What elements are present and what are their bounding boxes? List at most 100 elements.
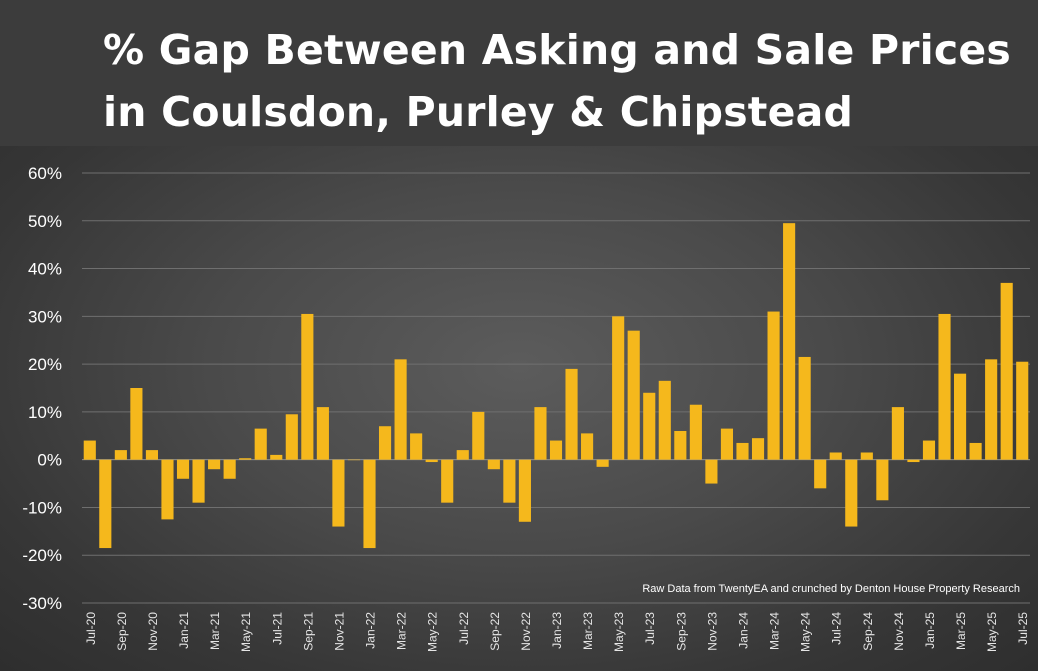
bar [301,313,314,460]
y-tick-label: 60% [28,164,62,183]
bar [565,368,578,460]
bar [829,452,842,460]
bar [658,380,671,460]
x-tick-label: Sep-24 [861,612,875,651]
bar [410,433,423,460]
x-tick-label: Jan-25 [923,612,937,649]
bar [643,392,656,460]
y-tick-label: 40% [28,260,62,279]
bar [596,459,609,467]
x-tick-label: Mar-22 [395,612,409,650]
x-tick-label: Nov-24 [892,612,906,651]
x-tick-label: Mar-25 [954,612,968,650]
x-tick-label: May-21 [239,612,253,652]
x-tick-label: May-25 [985,612,999,652]
bar [254,428,267,460]
bar [456,450,469,460]
x-tick-label: Jul-21 [270,612,284,645]
x-tick-label: Mar-23 [581,612,595,650]
x-tick-label: Sep-20 [115,612,129,651]
x-tick-label: Jul-24 [830,612,844,645]
bar [208,459,221,470]
bar [145,450,158,460]
bar [938,313,951,460]
bar [549,440,563,460]
bar [783,223,796,460]
bar [363,459,376,549]
bar [503,459,516,503]
x-tick-label: Mar-24 [768,612,782,650]
bar [270,454,283,460]
bar [612,316,625,460]
bar [114,450,127,460]
x-tick-label: Jul-23 [643,612,657,645]
bar [922,440,936,460]
bar [1000,282,1013,460]
y-tick-label: -10% [22,498,62,517]
bar [891,407,904,460]
bar [441,459,454,503]
bar [845,459,858,527]
bar [705,459,718,484]
bar [814,459,827,489]
x-tick-label: Jul-25 [1016,612,1030,645]
bar [767,311,780,460]
x-tick-label: May-22 [426,612,440,652]
bar [518,459,531,522]
bar [907,459,920,463]
y-tick-label: -20% [22,546,62,565]
title-banner: % Gap Between Asking and Sale Prices in … [0,0,1038,146]
bar [378,426,392,460]
bar [985,359,998,460]
bar [332,459,345,527]
bar [720,428,734,460]
bar [581,433,594,460]
source-note: Raw Data from TwentyEA and crunched by D… [642,583,1020,595]
chart-title-line-2: in Coulsdon, Purley & Chipstead [103,88,854,136]
x-tick-label: Sep-22 [488,612,502,651]
bar [472,411,485,460]
y-tick-label: 20% [28,355,62,374]
bar [239,458,252,460]
bar [192,459,205,503]
bar [860,452,873,460]
bar [798,356,811,460]
bar [99,459,112,549]
bar [1016,361,1029,460]
bar [954,373,967,460]
bar [83,440,96,460]
bar [130,388,143,460]
bar [487,459,500,470]
plot-background [0,146,1038,671]
x-tick-label: Jan-22 [364,612,378,649]
x-tick-label: Nov-20 [146,612,160,651]
bar [161,459,174,520]
y-tick-label: -30% [22,594,62,613]
x-tick-label: Jul-20 [84,612,98,645]
bar [316,407,329,460]
bar [736,442,749,460]
x-tick-label: Sep-21 [301,612,315,651]
bar [176,459,190,479]
x-tick-label: May-23 [612,612,626,652]
bar [876,459,889,501]
bar [425,459,438,463]
x-tick-label: Jan-23 [550,612,564,649]
chart-title-line-1: % Gap Between Asking and Sale Prices [103,26,1012,74]
bar [627,330,640,460]
x-tick-label: Jul-22 [457,612,471,645]
bar [751,438,765,460]
y-tick-label: 30% [28,307,62,326]
x-tick-label: Sep-23 [674,612,688,651]
x-tick-label: May-24 [799,612,813,652]
y-tick-label: 50% [28,212,62,231]
x-tick-label: Nov-23 [705,612,719,651]
bar [534,407,547,460]
bar [969,442,982,460]
bar [347,459,361,461]
x-tick-label: Jan-24 [736,612,750,649]
bar [689,404,702,460]
x-tick-label: Jan-21 [177,612,191,649]
bar [394,359,407,460]
